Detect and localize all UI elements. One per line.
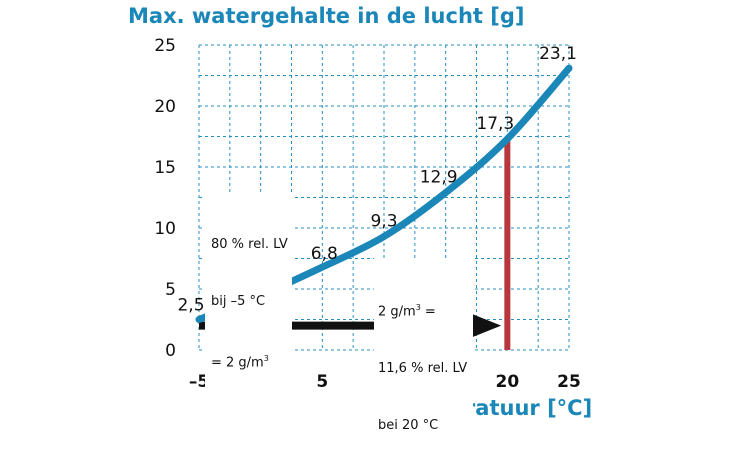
- annotation-right-line2: 11,6 % rel. LV: [378, 361, 468, 377]
- annotation-left-line2: bij –5 °C: [211, 294, 266, 309]
- y-tick-label: 20: [154, 97, 176, 117]
- annotation-left: 80 % rel. LV bij –5 °C = 2 g/m3: [205, 193, 292, 394]
- y-tick-label: 0: [165, 341, 176, 361]
- y-tick-label: 25: [154, 36, 176, 56]
- y-axis-ticks: 0 5 10 15 20 25: [154, 36, 176, 361]
- arrow-head: [471, 313, 502, 338]
- annotation-right-line1: 2 g/m3 =: [378, 303, 436, 320]
- data-label: 23,1: [539, 44, 577, 64]
- y-axis-title: Max. watergehalte in de lucht [g]: [128, 4, 525, 28]
- annotation-left-line3: = 2 g/m3: [211, 354, 269, 371]
- x-tick-label: 20: [495, 372, 519, 392]
- y-tick-label: 5: [165, 280, 176, 300]
- annotation-left-line1: 80 % rel. LV: [211, 237, 288, 252]
- data-label: 9,3: [370, 212, 397, 232]
- y-tick-label: 10: [154, 219, 176, 239]
- y-tick-label: 15: [154, 158, 176, 178]
- x-tick-label: 5: [316, 372, 328, 392]
- data-label: 17,3: [476, 114, 514, 134]
- data-label: 6,8: [311, 244, 338, 264]
- x-tick-label: –5: [189, 372, 209, 392]
- annotation-right: 2 g/m3 = 11,6 % rel. LV bei 20 °C: [374, 258, 474, 456]
- annotation-right-line3: bei 20 °C: [378, 418, 439, 434]
- x-tick-label: 25: [557, 372, 581, 392]
- data-label: 12,9: [420, 168, 458, 188]
- data-label: 2,5: [177, 296, 204, 316]
